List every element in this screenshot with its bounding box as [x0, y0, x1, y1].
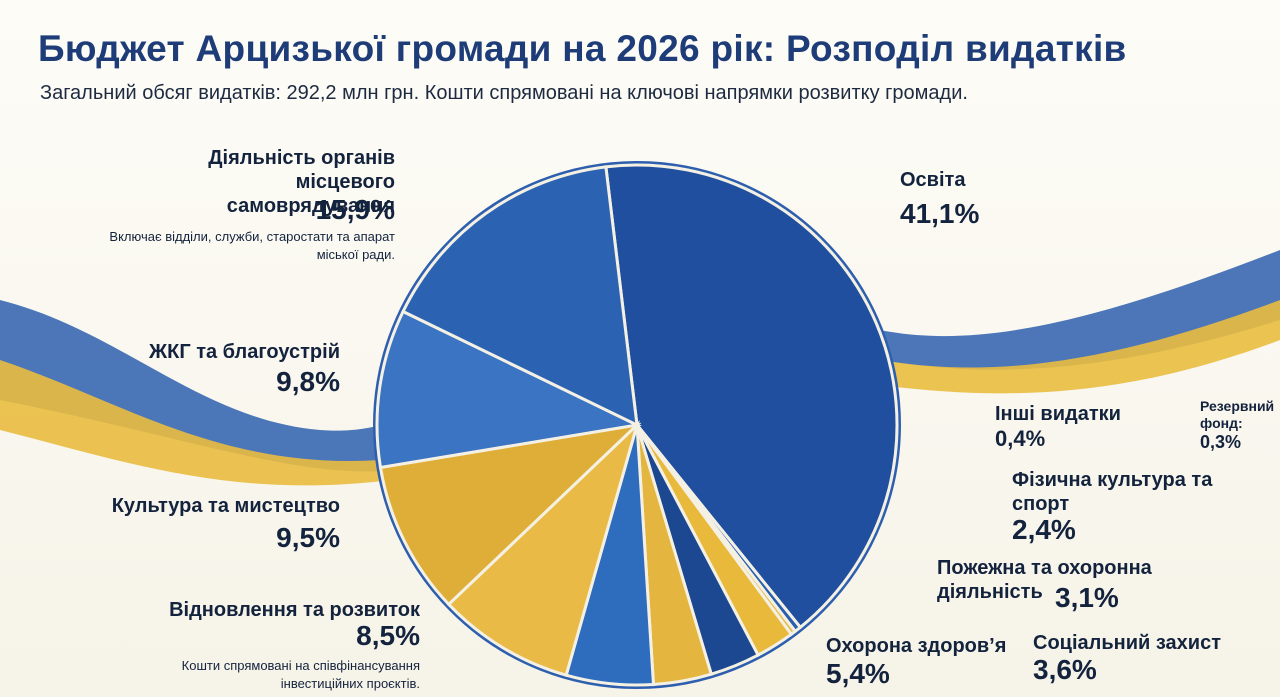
subtitle: Загальний обсяг видатків: 292,2 млн грн.… — [40, 82, 968, 104]
category-label: Резервний фонд: — [1200, 398, 1275, 431]
value-label: 3,1% — [1055, 582, 1119, 613]
annotation: Включає відділи, служби, старостати та а… — [109, 229, 395, 262]
decor-wave — [880, 300, 1280, 394]
annotation: Кошти спрямовані на співфінансування інв… — [181, 658, 420, 691]
category-label: ЖКГ та благоустрій — [149, 341, 340, 363]
category-label: Освіта — [900, 169, 966, 191]
value-label: 15,9% — [315, 194, 395, 225]
pie-slice — [378, 422, 642, 607]
category-label: Інші видатки — [995, 403, 1121, 425]
value-label: 9,8% — [276, 366, 340, 397]
value-label: 9,5% — [276, 522, 340, 553]
value-label: 5,4% — [826, 658, 890, 689]
category-label: Охорона здоров’я — [826, 635, 1007, 657]
decor-wave — [0, 300, 400, 472]
category-label: Культура та мистецтво — [111, 495, 340, 517]
value-label: 41,1% — [900, 198, 980, 229]
category-label: Діяльність органів місцевого самоврядува… — [208, 147, 395, 217]
pie-slice — [401, 165, 639, 428]
value-label: 2,4% — [1012, 514, 1076, 545]
value-label: 3,6% — [1033, 654, 1097, 685]
category-label: Фізична культура та спорт — [1012, 469, 1213, 515]
category-label: Пожежна та охоронна діяльність — [937, 557, 1152, 603]
title: Бюджет Арцизької громади на 2026 рік: Ро… — [38, 28, 1127, 69]
pie-slice — [604, 163, 899, 630]
category-label: Соціальний захист — [1033, 632, 1221, 654]
value-label: 0,4% — [995, 426, 1046, 451]
pie-outline — [373, 161, 901, 689]
decor-wave — [0, 360, 390, 486]
pie-slice — [375, 309, 642, 470]
value-label: 8,5% — [356, 620, 420, 651]
category-label: Відновлення та розвиток — [169, 599, 420, 621]
value-label: 0,3% — [1200, 432, 1242, 452]
pie-slice — [446, 420, 640, 678]
